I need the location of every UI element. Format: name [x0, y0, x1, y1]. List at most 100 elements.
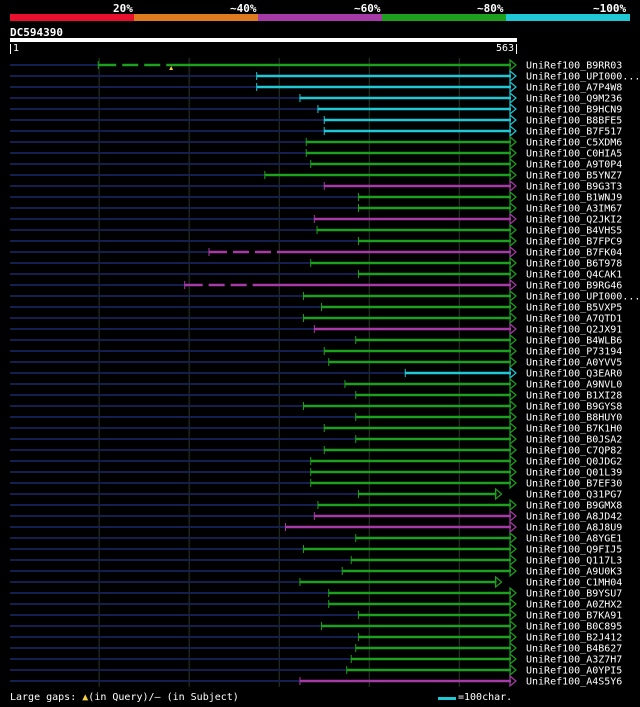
- hit-label: UniRef100_B7EF30: [526, 479, 622, 490]
- hit-arrow: [509, 113, 517, 127]
- hit-label: UniRef100_C7QP82: [526, 446, 622, 457]
- hit-arrow: [494, 575, 503, 589]
- hit-arrow: [509, 190, 517, 204]
- hit-label: UniRef100_B0JSA2: [526, 435, 622, 446]
- hit-arrow: [509, 377, 517, 391]
- query-title: DC594390: [10, 26, 63, 39]
- legend-label-100: ~100%: [593, 2, 627, 15]
- hit-arrow: [509, 564, 517, 578]
- hit-arrow: [509, 630, 517, 644]
- hit-arrow: [509, 289, 517, 303]
- hit-label: UniRef100_A3Z7H7: [526, 655, 622, 666]
- hit-arrow: [509, 179, 517, 193]
- hit-label: UniRef100_A7QTD1: [526, 314, 622, 325]
- hit-arrow: [509, 465, 517, 479]
- legend-bar-green: [382, 14, 506, 21]
- hit-arrow: [509, 641, 517, 655]
- query-ruler: [10, 38, 517, 42]
- legend-label-40: ~40%: [230, 2, 257, 15]
- ruler-tick-start: [10, 44, 11, 54]
- ruler-end-label: 563: [496, 43, 515, 54]
- hit-label: UniRef100_B7KA91: [526, 611, 622, 622]
- hit-arrow: [509, 311, 517, 325]
- legend-label-80: ~80%: [477, 2, 504, 15]
- hit-label: UniRef100_A0YVV5: [526, 358, 622, 369]
- hit-label: UniRef100_A9U0K3: [526, 567, 622, 578]
- hit-arrow: [509, 124, 517, 138]
- hit-label: UniRef100_C1MH04: [526, 578, 622, 589]
- hit-arrow: [509, 135, 517, 149]
- hit-arrow: [509, 69, 517, 83]
- hit-arrow: [509, 531, 517, 545]
- hit-label: UniRef100_A3IM67: [526, 204, 622, 215]
- hit-label: UniRef100_B4VHS5: [526, 226, 622, 237]
- hit-arrow: [509, 454, 517, 468]
- hit-label: UniRef100_C5XDM6: [526, 138, 622, 149]
- hit-arrow: [509, 663, 517, 677]
- hit-label: UniRef100_A9NVL0: [526, 380, 622, 391]
- hit-label: UniRef100_B4B627: [526, 644, 622, 655]
- gap-legend-prefix: Large gaps:: [10, 692, 77, 703]
- hit-arrow: [509, 256, 517, 270]
- hit-label: UniRef100_A7P4W8: [526, 83, 622, 94]
- hit-label: UniRef100_B1XI28: [526, 391, 622, 402]
- hit-label: UniRef100_B9HCN9: [526, 105, 622, 116]
- gap-legend-query: (in Query): [88, 692, 149, 703]
- scale-text: =100char.: [458, 692, 513, 703]
- hit-arrow: [509, 509, 517, 523]
- hit-label: UniRef100_Q2JX91: [526, 325, 622, 336]
- hit-label: UniRef100_A4S5Y6: [526, 677, 622, 688]
- hit-label: UniRef100_B5VXP5: [526, 303, 622, 314]
- hit-label: UniRef100_A8J8U9: [526, 523, 622, 534]
- hit-arrow: [509, 223, 517, 237]
- hit-label: UniRef100_A8JD42: [526, 512, 622, 523]
- hit-label: UniRef100_B4WLB6: [526, 336, 622, 347]
- hit-label: UniRef100_UPI000...: [526, 292, 640, 303]
- hit-label: UniRef100_B9YSU7: [526, 589, 622, 600]
- hit-arrow: [509, 421, 517, 435]
- hit-arrow: [509, 498, 517, 512]
- hit-label: UniRef100_P73194: [526, 347, 622, 358]
- query-gap-icon: [169, 66, 174, 70]
- hit-label: UniRef100_A8YGE1: [526, 534, 622, 545]
- hit-arrow: [509, 619, 517, 633]
- hit-arrow: [509, 597, 517, 611]
- hit-arrow: [509, 432, 517, 446]
- hit-arrow: [509, 520, 517, 534]
- hit-arrow: [509, 542, 517, 556]
- hit-label: UniRef100_Q4CAK1: [526, 270, 622, 281]
- hit-label: UniRef100_B2J412: [526, 633, 622, 644]
- hit-arrow: [509, 157, 517, 171]
- legend-bar-orange: [134, 14, 258, 21]
- hit-arrow: [509, 322, 517, 336]
- legend-bar-purple: [258, 14, 382, 21]
- query-gap-icon: ▲: [82, 692, 89, 703]
- hit-label: UniRef100_Q0JDG2: [526, 457, 622, 468]
- hit-label: UniRef100_Q01L39: [526, 468, 622, 479]
- hit-label: UniRef100_B7K1H0: [526, 424, 622, 435]
- hit-arrow: [509, 344, 517, 358]
- legend-label-60: ~60%: [354, 2, 381, 15]
- legend-bar-cyan: [506, 14, 630, 21]
- hit-label: UniRef100_B9GMX8: [526, 501, 622, 512]
- hit-label: UniRef100_B5YNZ7: [526, 171, 622, 182]
- hit-label: UniRef100_Q31PG7: [526, 490, 622, 501]
- hit-label: UniRef100_B1WNJ9: [526, 193, 622, 204]
- legend-label-20: 20%: [113, 2, 133, 15]
- hit-arrow: [509, 652, 517, 666]
- ruler-start-label: 1: [13, 43, 20, 54]
- hit-label: UniRef100_Q9FIJ5: [526, 545, 622, 556]
- hit-label: UniRef100_B8HUY0: [526, 413, 622, 424]
- hit-label: UniRef100_C0HIA5: [526, 149, 622, 160]
- hit-label: UniRef100_A0YPI5: [526, 666, 622, 677]
- hit-arrow: [509, 245, 517, 259]
- hit-arrow: [509, 80, 517, 94]
- hit-label: UniRef100_UPI000...: [526, 72, 640, 83]
- legend-bar-red: [10, 14, 134, 21]
- hit-label: UniRef100_Q117L3: [526, 556, 622, 567]
- ruler-tick-end: [516, 44, 517, 54]
- hit-arrow: [494, 487, 503, 501]
- scale-swatch: [438, 697, 456, 700]
- hit-label: UniRef100_B9RR03: [526, 61, 622, 72]
- hit-label: UniRef100_B0C895: [526, 622, 622, 633]
